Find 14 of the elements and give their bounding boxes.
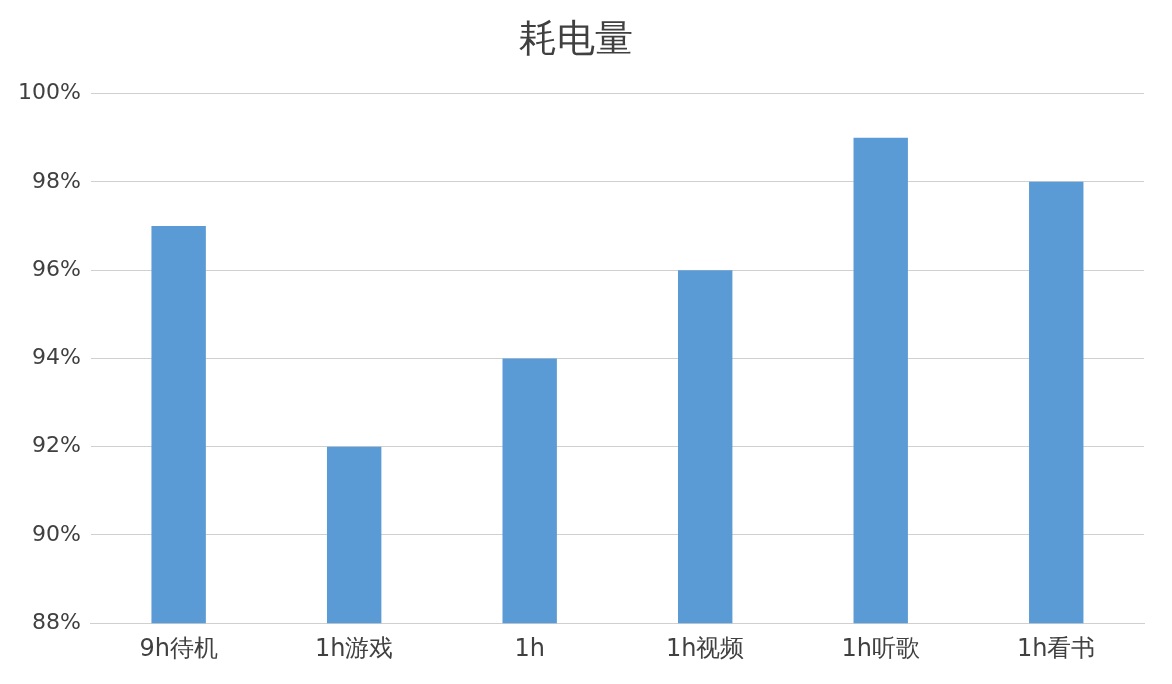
- y-tick-label: 88%: [31, 608, 81, 634]
- y-tick-label: 92%: [31, 432, 81, 458]
- x-tick-label: 1h: [514, 633, 545, 662]
- chart-title: 耗电量: [519, 15, 633, 60]
- x-tick-label: 1h视频: [665, 633, 745, 662]
- x-tick-label: 1h听歌: [841, 633, 920, 662]
- x-tick-label: 1h看书: [1017, 633, 1096, 662]
- y-tick-label: 94%: [31, 344, 81, 370]
- y-tick-label: 96%: [31, 255, 81, 281]
- x-tick-label: 1h游戏: [314, 633, 394, 662]
- y-tick-label: 90%: [31, 520, 81, 546]
- y-tick-label: 98%: [31, 167, 81, 193]
- y-tick-label: 100%: [17, 79, 81, 105]
- x-tick-label: 9h待机: [139, 633, 218, 662]
